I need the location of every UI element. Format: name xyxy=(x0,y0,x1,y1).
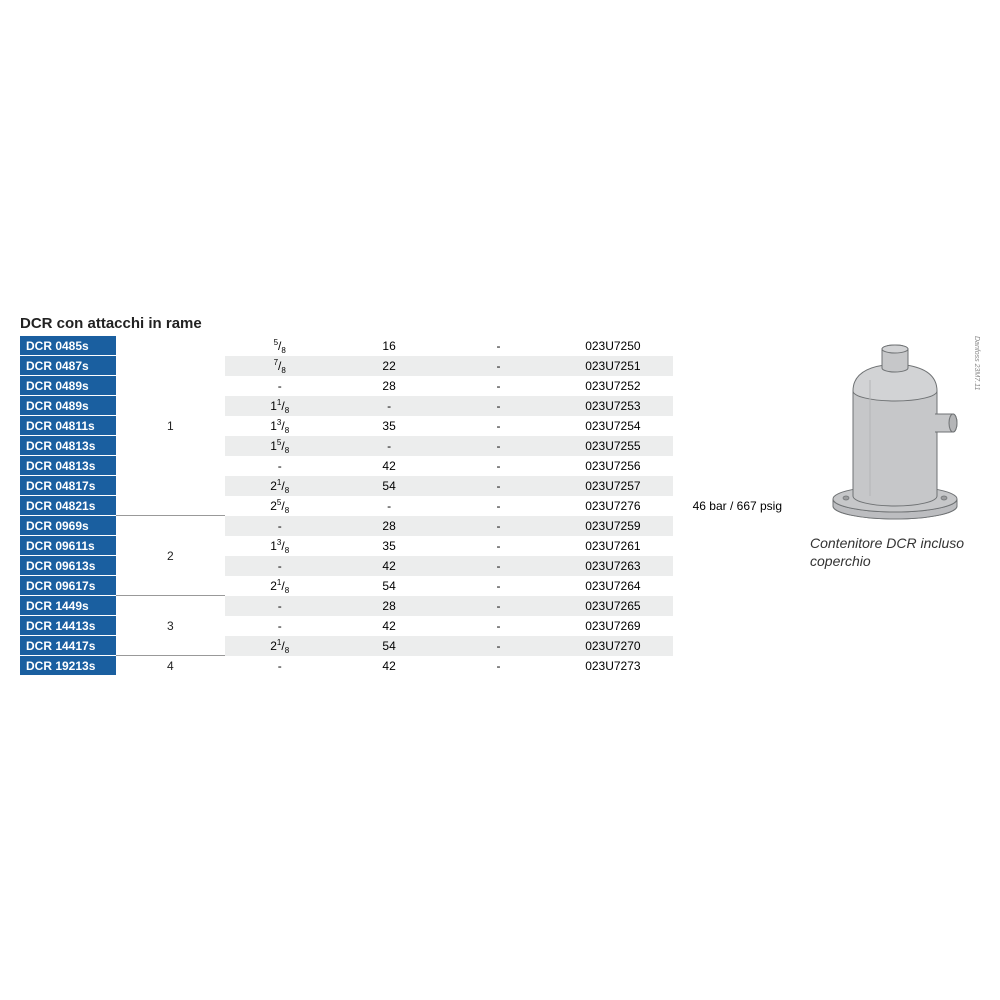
dash-cell: - xyxy=(444,416,553,436)
mm-cell: - xyxy=(334,496,443,516)
code-cell: 023U7270 xyxy=(553,636,673,656)
dash-cell: - xyxy=(444,536,553,556)
table-row: DCR 0485s15/816-023U725046 bar / 667 psi… xyxy=(20,336,802,356)
model-cell: DCR 04821s xyxy=(20,496,116,516)
product-illustration: Danfoss 23M7.11 xyxy=(810,336,980,529)
fraction-cell: 13/8 xyxy=(225,536,334,556)
mm-cell: 35 xyxy=(334,416,443,436)
model-cell: DCR 0487s xyxy=(20,356,116,376)
dash-cell: - xyxy=(444,576,553,596)
dash-cell: - xyxy=(444,456,553,476)
dash-cell: - xyxy=(444,376,553,396)
fraction-cell: 11/8 xyxy=(225,396,334,416)
code-cell: 023U7265 xyxy=(553,596,673,616)
mm-cell: 22 xyxy=(334,356,443,376)
code-cell: 023U7276 xyxy=(553,496,673,516)
model-cell: DCR 09613s xyxy=(20,556,116,576)
fraction-cell: 21/8 xyxy=(225,576,334,596)
fraction-cell: 21/8 xyxy=(225,476,334,496)
dash-cell: - xyxy=(444,516,553,536)
code-cell: 023U7254 xyxy=(553,416,673,436)
dash-cell: - xyxy=(444,596,553,616)
dash-cell: - xyxy=(444,396,553,416)
fraction-cell: 7/8 xyxy=(225,356,334,376)
mm-cell: 42 xyxy=(334,456,443,476)
model-cell: DCR 19213s xyxy=(20,656,116,676)
image-credit: Danfoss 23M7.11 xyxy=(973,336,980,390)
model-cell: DCR 14417s xyxy=(20,636,116,656)
fraction-cell: 15/8 xyxy=(225,436,334,456)
code-cell: 023U7250 xyxy=(553,336,673,356)
mm-cell: 42 xyxy=(334,556,443,576)
pressure-cell: 46 bar / 667 psig xyxy=(673,336,802,676)
code-cell: 023U7263 xyxy=(553,556,673,576)
code-cell: 023U7273 xyxy=(553,656,673,676)
code-cell: 023U7252 xyxy=(553,376,673,396)
code-cell: 023U7253 xyxy=(553,396,673,416)
group-cell: 4 xyxy=(116,656,225,676)
data-table: DCR 0485s15/816-023U725046 bar / 667 psi… xyxy=(20,336,802,676)
dash-cell: - xyxy=(444,436,553,456)
group-cell: 2 xyxy=(116,516,225,596)
model-cell: DCR 0489s xyxy=(20,396,116,416)
mm-cell: 16 xyxy=(334,336,443,356)
group-cell: 3 xyxy=(116,596,225,656)
mm-cell: 28 xyxy=(334,376,443,396)
dash-cell: - xyxy=(444,356,553,376)
dash-cell: - xyxy=(444,616,553,636)
mm-cell: - xyxy=(334,436,443,456)
code-cell: 023U7269 xyxy=(553,616,673,636)
fraction-cell: 25/8 xyxy=(225,496,334,516)
fraction-cell: - xyxy=(225,556,334,576)
code-cell: 023U7257 xyxy=(553,476,673,496)
image-caption: Contenitore DCR incluso coperchio xyxy=(810,535,980,570)
fraction-cell: - xyxy=(225,456,334,476)
dash-cell: - xyxy=(444,496,553,516)
model-cell: DCR 04813s xyxy=(20,436,116,456)
code-cell: 023U7251 xyxy=(553,356,673,376)
model-cell: DCR 0485s xyxy=(20,336,116,356)
mm-cell: 54 xyxy=(334,576,443,596)
fraction-cell: - xyxy=(225,596,334,616)
model-cell: DCR 1449s xyxy=(20,596,116,616)
model-cell: DCR 0969s xyxy=(20,516,116,536)
code-cell: 023U7256 xyxy=(553,456,673,476)
dash-cell: - xyxy=(444,656,553,676)
fraction-cell: - xyxy=(225,516,334,536)
mm-cell: 42 xyxy=(334,656,443,676)
dash-cell: - xyxy=(444,336,553,356)
model-cell: DCR 04813s xyxy=(20,456,116,476)
code-cell: 023U7264 xyxy=(553,576,673,596)
model-cell: DCR 04817s xyxy=(20,476,116,496)
fraction-cell: - xyxy=(225,656,334,676)
dash-cell: - xyxy=(444,636,553,656)
fraction-cell: 5/8 xyxy=(225,336,334,356)
model-cell: DCR 09611s xyxy=(20,536,116,556)
dash-cell: - xyxy=(444,556,553,576)
code-cell: 023U7261 xyxy=(553,536,673,556)
fraction-cell: 13/8 xyxy=(225,416,334,436)
model-cell: DCR 0489s xyxy=(20,376,116,396)
table-title: DCR con attacchi in rame xyxy=(20,315,980,332)
model-cell: DCR 09617s xyxy=(20,576,116,596)
mm-cell: 42 xyxy=(334,616,443,636)
model-cell: DCR 04811s xyxy=(20,416,116,436)
fraction-cell: - xyxy=(225,376,334,396)
code-cell: 023U7255 xyxy=(553,436,673,456)
mm-cell: 54 xyxy=(334,636,443,656)
mm-cell: 28 xyxy=(334,516,443,536)
mm-cell: 28 xyxy=(334,596,443,616)
fraction-cell: - xyxy=(225,616,334,636)
fraction-cell: 21/8 xyxy=(225,636,334,656)
code-cell: 023U7259 xyxy=(553,516,673,536)
mm-cell: 54 xyxy=(334,476,443,496)
group-cell: 1 xyxy=(116,336,225,516)
mm-cell: 35 xyxy=(334,536,443,556)
dash-cell: - xyxy=(444,476,553,496)
mm-cell: - xyxy=(334,396,443,416)
model-cell: DCR 14413s xyxy=(20,616,116,636)
